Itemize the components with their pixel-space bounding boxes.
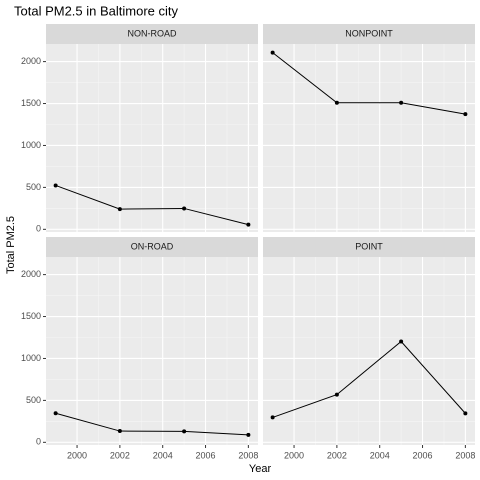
panel-background — [46, 44, 258, 232]
strip-background — [46, 24, 258, 44]
y-tick-label: 0 — [36, 437, 41, 447]
y-tick-label: 500 — [26, 395, 41, 405]
x-tick-label: 2004 — [370, 450, 390, 460]
x-tick-label: 2008 — [238, 450, 258, 460]
point — [270, 415, 275, 420]
y-tick-label: 1500 — [21, 311, 41, 321]
x-tick-label: 2000 — [284, 450, 304, 460]
point — [246, 222, 251, 227]
point — [463, 411, 468, 416]
point — [53, 411, 58, 416]
point — [334, 392, 339, 397]
y-tick-label: 1000 — [21, 140, 41, 150]
point — [463, 112, 468, 117]
line — [55, 184, 249, 226]
line — [272, 340, 466, 418]
panel-background — [46, 257, 258, 445]
x-tick-label: 2002 — [327, 450, 347, 460]
line — [55, 412, 249, 436]
strip-background — [263, 237, 475, 257]
chart-title: Total PM2.5 in Baltimore city — [14, 3, 179, 18]
point — [53, 183, 58, 188]
line — [272, 52, 466, 115]
strip-background — [263, 24, 475, 44]
strip-label: ON-ROAD — [131, 241, 174, 251]
point — [270, 50, 275, 55]
x-tick-label: 2006 — [196, 450, 216, 460]
strip-label: NONPOINT — [345, 28, 393, 38]
y-tick-label: 0 — [36, 224, 41, 234]
x-tick-label: 2004 — [153, 450, 173, 460]
x-tick-label: 2006 — [413, 450, 433, 460]
point — [399, 100, 404, 105]
x-tick-label: 2000 — [67, 450, 87, 460]
panel-background — [263, 257, 475, 445]
y-tick-label: 1000 — [21, 353, 41, 363]
point — [117, 429, 122, 434]
point — [334, 100, 339, 105]
strip-label: POINT — [355, 241, 383, 251]
x-tick-label: 2002 — [110, 450, 130, 460]
point — [117, 207, 122, 212]
y-tick-label: 2000 — [21, 269, 41, 279]
point — [399, 339, 404, 344]
strip-label: NON-ROAD — [128, 28, 177, 38]
point — [246, 432, 251, 437]
point — [182, 429, 187, 434]
y-axis-title: Total PM2.5 — [5, 216, 17, 274]
y-tick-label: 2000 — [21, 56, 41, 66]
point — [182, 206, 187, 211]
x-axis-title: Year — [249, 463, 272, 475]
panel-background — [263, 44, 475, 232]
y-tick-label: 500 — [26, 182, 41, 192]
x-tick-label: 2008 — [455, 450, 475, 460]
y-tick-label: 1500 — [21, 98, 41, 108]
strip-background — [46, 237, 258, 257]
